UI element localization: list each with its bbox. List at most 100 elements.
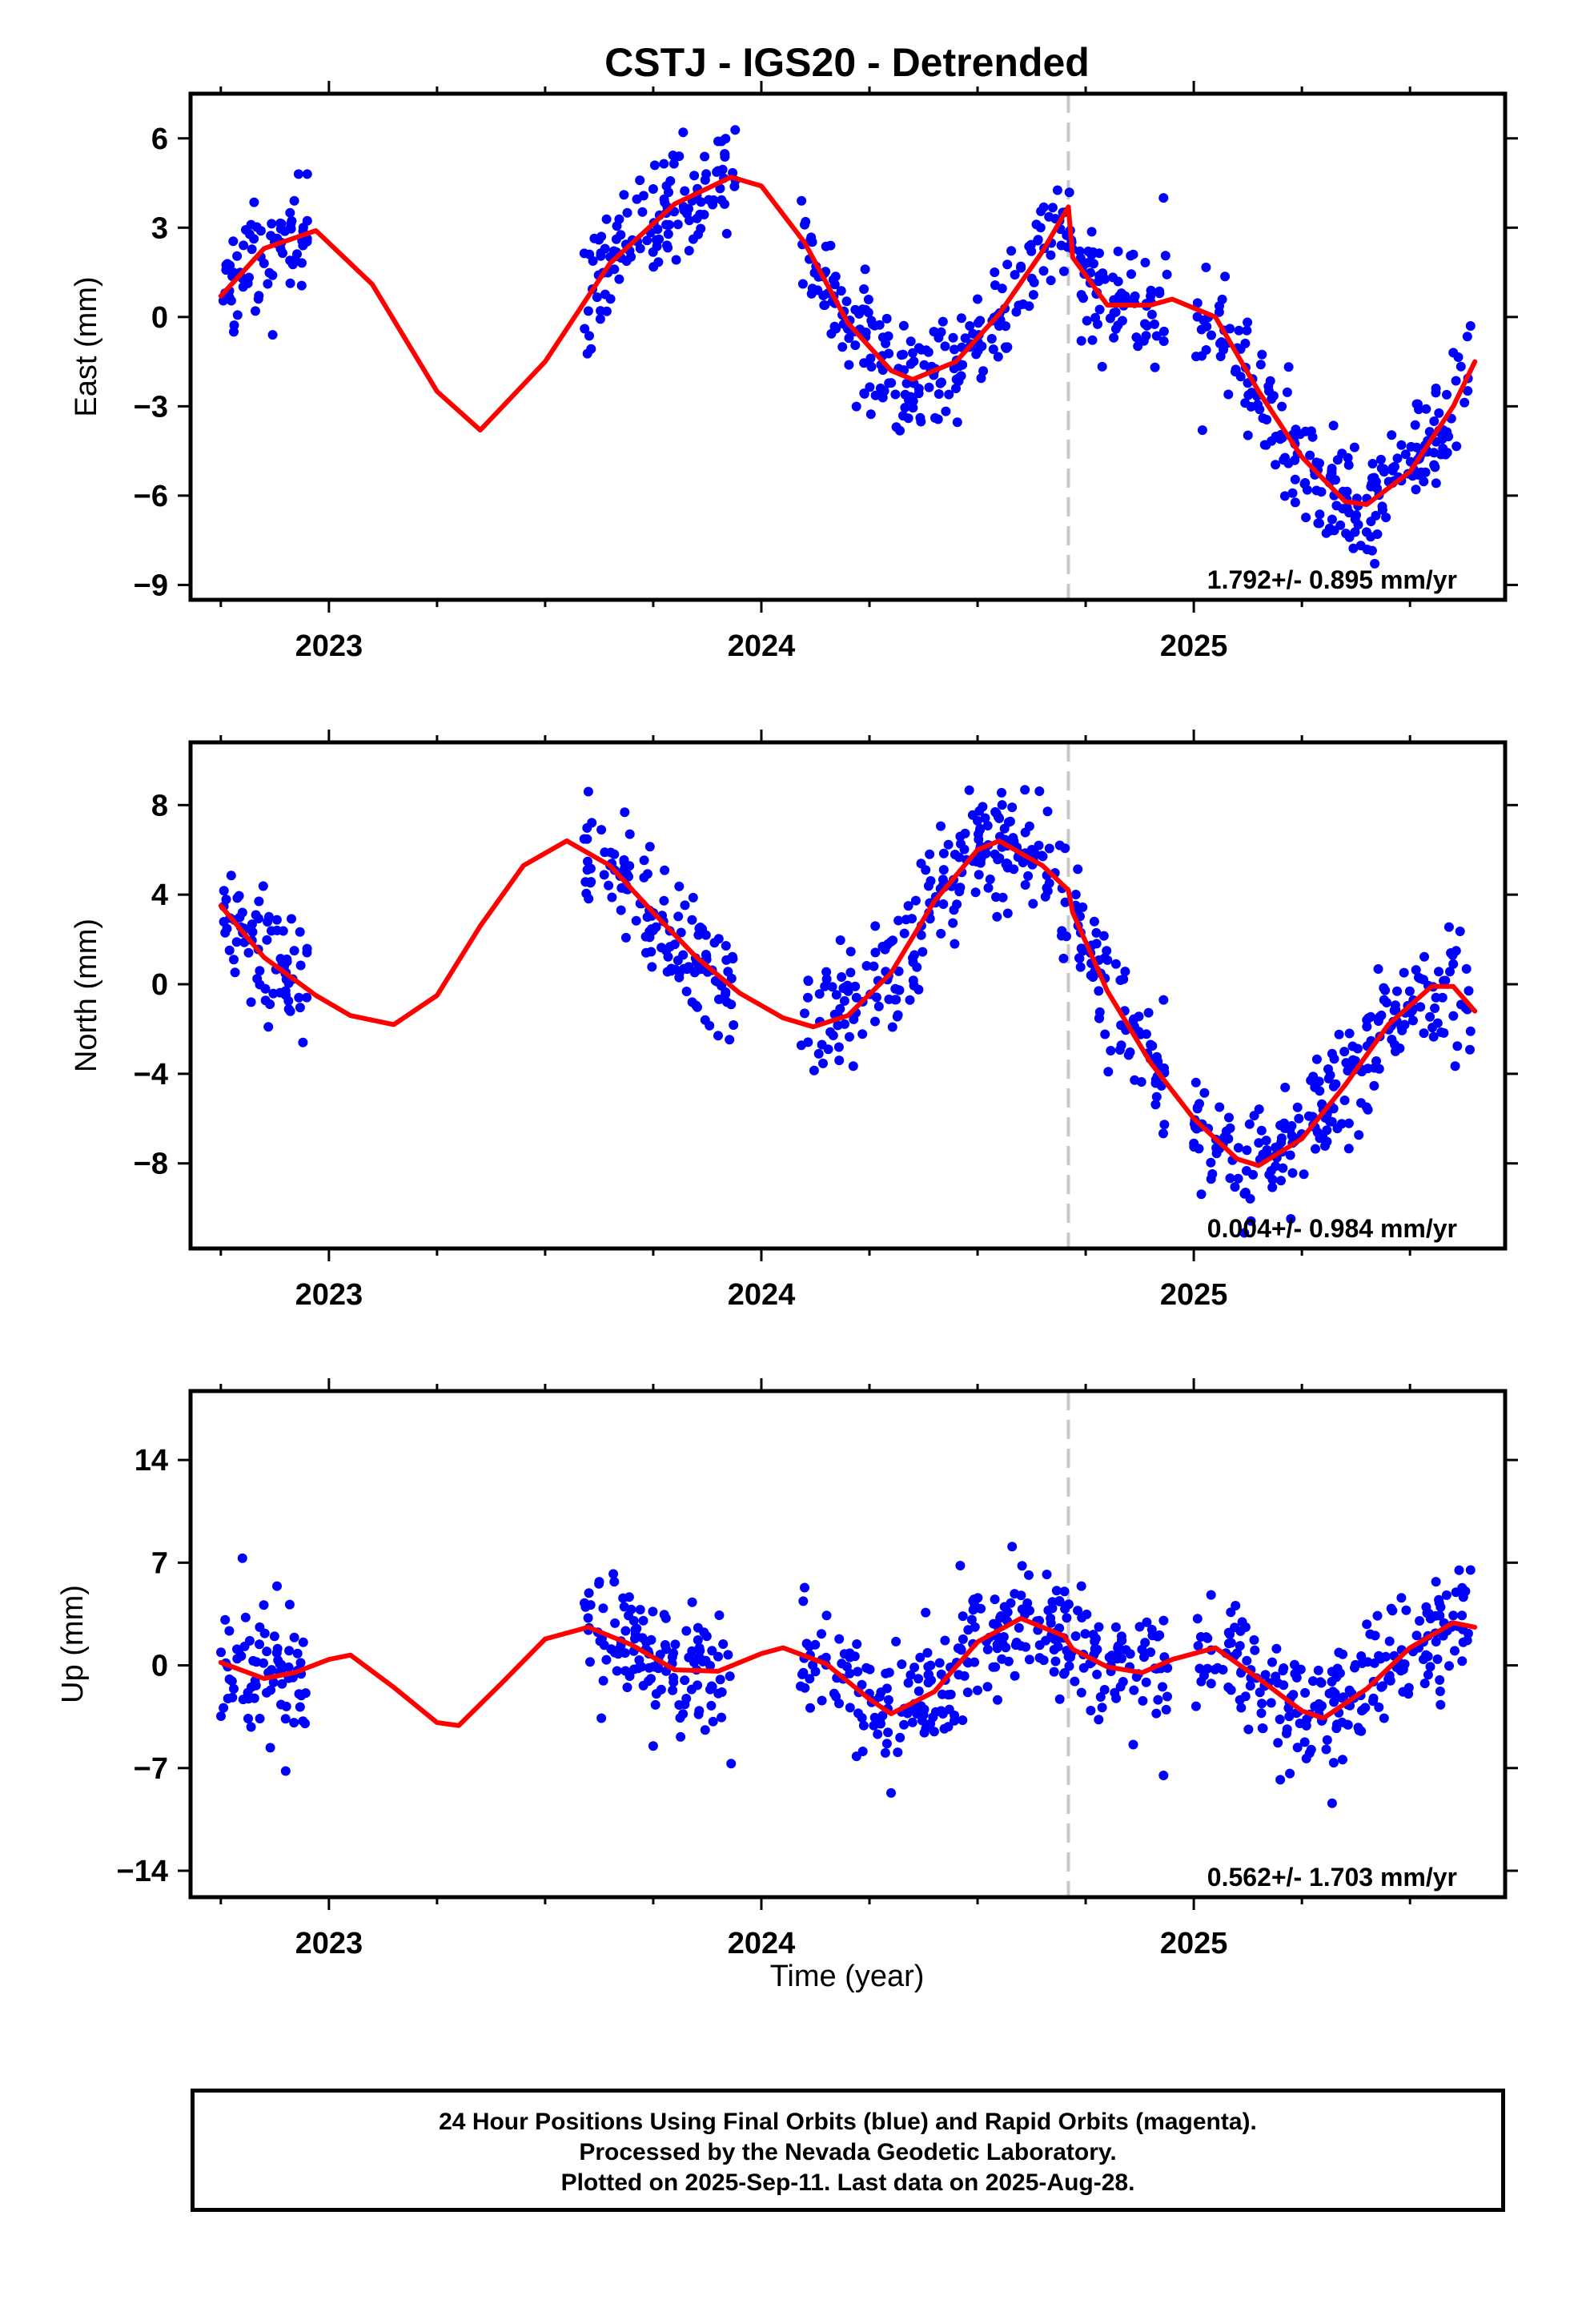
north-data-point — [1195, 1099, 1204, 1108]
up-data-point — [680, 1675, 689, 1685]
east-data-point — [930, 327, 939, 336]
north-data-point — [1020, 785, 1030, 794]
up-y-tick-label: 7 — [151, 1546, 168, 1580]
up-data-point — [623, 1683, 632, 1692]
up-data-point — [248, 1656, 258, 1666]
north-data-point — [262, 935, 271, 945]
up-data-point — [678, 1709, 688, 1719]
up-data-point — [289, 1718, 299, 1727]
up-data-point — [1412, 1630, 1422, 1640]
north-data-point — [1212, 1148, 1222, 1158]
north-data-point — [620, 807, 629, 817]
north-data-point — [1250, 1111, 1259, 1120]
east-data-point — [1264, 386, 1274, 396]
east-data-point — [1046, 275, 1056, 285]
east-data-point — [1083, 247, 1093, 256]
north-data-point — [974, 806, 984, 816]
up-data-point — [630, 1634, 640, 1643]
up-data-point — [1331, 1723, 1341, 1733]
up-data-point — [1329, 1697, 1339, 1707]
up-data-point — [599, 1676, 608, 1686]
up-data-point — [1290, 1669, 1299, 1679]
up-data-point — [983, 1645, 993, 1655]
east-data-point — [287, 216, 296, 226]
up-data-point — [1231, 1601, 1240, 1610]
north-data-point — [259, 882, 268, 891]
up-data-point — [1064, 1599, 1074, 1609]
north-data-point — [1060, 843, 1070, 853]
up-data-point — [262, 1688, 271, 1698]
east-data-point — [899, 321, 909, 331]
up-data-point — [1331, 1672, 1341, 1682]
north-data-point — [1465, 1045, 1475, 1055]
east-data-point — [1215, 339, 1225, 348]
north-data-point — [1094, 986, 1103, 995]
east-data-point — [1277, 402, 1287, 412]
east-data-point — [1442, 390, 1452, 400]
east-data-point — [294, 169, 303, 179]
up-data-point — [873, 1730, 882, 1739]
east-data-point — [844, 333, 853, 343]
north-data-point — [1111, 959, 1121, 969]
north-data-point — [872, 992, 881, 1002]
east-data-point — [1106, 314, 1115, 324]
east-data-point — [249, 234, 259, 243]
east-data-point — [864, 295, 873, 304]
up-data-point — [716, 1675, 725, 1684]
up-data-point — [1243, 1725, 1253, 1735]
north-data-point — [1448, 1011, 1458, 1021]
north-data-point — [1320, 1141, 1330, 1151]
east-data-point — [1429, 416, 1439, 426]
up-data-point — [1365, 1630, 1375, 1639]
north-data-point — [1451, 1061, 1460, 1071]
north-data-point — [1362, 1022, 1371, 1031]
north-data-point — [1312, 1055, 1322, 1064]
east-data-point — [299, 223, 308, 232]
up-data-point — [1403, 1689, 1413, 1699]
up-data-point — [625, 1671, 635, 1681]
east-data-point — [1411, 485, 1421, 494]
north-data-point — [1411, 965, 1421, 975]
up-data-point — [882, 1683, 892, 1693]
east-data-point — [1094, 248, 1104, 258]
north-data-point — [1400, 1020, 1410, 1030]
caption-line-2: Processed by the Nevada Geodetic Laborat… — [195, 2137, 1501, 2168]
north-data-point — [1308, 1072, 1318, 1081]
east-data-point — [978, 366, 988, 376]
up-data-point — [1250, 1635, 1259, 1645]
east-data-point — [673, 219, 683, 229]
north-data-point — [1369, 1081, 1379, 1091]
north-data-point — [1445, 967, 1455, 976]
up-data-point — [996, 1611, 1006, 1621]
up-data-point — [834, 1634, 844, 1644]
north-data-point — [1344, 1144, 1354, 1153]
north-data-point — [1257, 1126, 1267, 1136]
east-data-point — [1356, 541, 1366, 550]
east-data-point — [866, 362, 876, 372]
east-data-point — [720, 152, 729, 162]
north-data-point — [606, 848, 616, 858]
up-data-point — [1327, 1799, 1337, 1808]
north-data-point — [1106, 1046, 1115, 1055]
east-data-point — [664, 229, 673, 239]
north-data-point — [641, 932, 651, 942]
north-data-point — [252, 974, 262, 983]
up-data-point — [853, 1667, 862, 1676]
up-data-point — [817, 1629, 826, 1638]
east-data-point — [1053, 186, 1062, 195]
north-data-point — [1003, 909, 1013, 919]
up-data-point — [1399, 1665, 1408, 1675]
east-data-point — [1315, 509, 1324, 519]
up-data-point — [1435, 1687, 1445, 1696]
up-data-point — [1065, 1662, 1074, 1671]
east-data-point — [861, 264, 870, 274]
up-data-point — [1235, 1695, 1245, 1705]
east-data-point — [1411, 420, 1420, 430]
east-data-point — [1046, 251, 1055, 260]
up-data-point — [634, 1655, 644, 1665]
north-data-point — [600, 870, 609, 879]
up-data-point — [1285, 1769, 1295, 1779]
up-data-point — [632, 1624, 641, 1634]
north-data-point — [723, 967, 733, 976]
north-data-point — [1345, 1029, 1355, 1039]
